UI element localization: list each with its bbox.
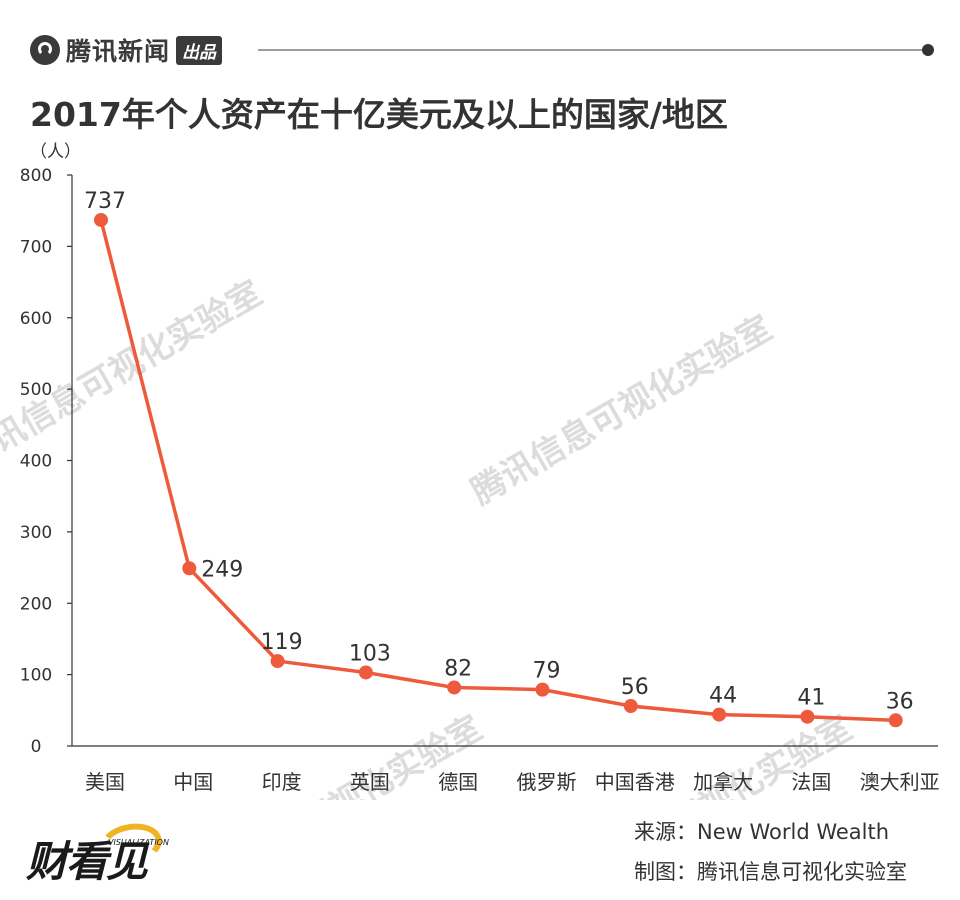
data-value-label: 737	[84, 189, 126, 214]
y-tick-label: 700	[20, 237, 52, 257]
data-value-label: 82	[444, 656, 472, 681]
x-category-label: 澳大利亚	[860, 770, 940, 794]
x-category-label: 法国	[791, 770, 831, 794]
x-category-label: 印度	[262, 770, 302, 794]
y-tick-label: 500	[20, 380, 52, 400]
data-point	[94, 212, 108, 227]
data-point	[182, 561, 197, 576]
x-category-label: 加拿大	[693, 770, 753, 794]
watermarks: 腾讯信息可视化实验室腾讯信息可视化实验室腾讯信息可视化实验室腾讯信息可视化实验室	[0, 273, 859, 800]
footer-brand-tagline: VISUALIZATION	[108, 838, 169, 847]
series-line	[99, 219, 896, 723]
data-value-label: 56	[621, 675, 649, 700]
brand-name: 腾讯新闻	[66, 37, 171, 66]
y-tick-label: 800	[20, 166, 52, 186]
data-point	[447, 680, 462, 695]
data-value-label: 119	[261, 630, 303, 655]
x-axis: 美国 中国 印度 英国 德国 俄罗斯 中国香港 加拿大 法国 澳大利亚	[72, 745, 940, 794]
data-value-label: 41	[797, 686, 825, 711]
line-chart: 腾讯信息可视化实验室腾讯信息可视化实验室腾讯信息可视化实验室腾讯信息可视化实验室…	[0, 166, 940, 800]
data-value-label: 79	[533, 659, 561, 684]
watermark-text: 腾讯信息可视化实验室	[465, 308, 779, 513]
brand-logo: 腾讯新闻 出品	[30, 32, 223, 68]
watermark-text: 腾讯信息可视化实验室	[0, 273, 269, 478]
data-value-label: 103	[349, 641, 391, 666]
header-rule	[258, 49, 922, 51]
data-point	[623, 699, 638, 714]
data-point	[800, 709, 815, 724]
chart-title: 2017年个人资产在十亿美元及以上的国家/地区	[30, 95, 728, 134]
y-tick-label: 300	[20, 523, 52, 543]
y-tick-label: 100	[20, 666, 52, 686]
x-category-label: 英国	[350, 770, 390, 794]
tencent-news-icon	[30, 35, 60, 65]
data-point	[535, 682, 550, 697]
data-value-label: 249	[201, 557, 243, 582]
header-dot	[922, 44, 934, 56]
y-tick-label: 600	[20, 309, 52, 329]
data-point	[888, 713, 903, 728]
data-value-label: 36	[886, 689, 914, 714]
y-tick-label: 400	[20, 452, 52, 472]
y-axis-unit: （人）	[30, 142, 81, 162]
x-category-label: 美国	[85, 770, 125, 794]
data-value-label: 44	[709, 684, 737, 709]
y-tick-label: 0	[31, 737, 42, 757]
data-labels: 737 249 119 103 82 79 56 44 41 36	[84, 189, 914, 714]
x-category-label: 俄罗斯	[517, 770, 577, 794]
brand-badge: 出品	[176, 35, 223, 65]
x-category-label: 中国	[173, 770, 213, 794]
y-axis: 0 100 200 300 400 500 600 700 800	[20, 166, 73, 757]
x-category-label: 德国	[438, 770, 478, 794]
footer-brand-name: 财看见	[26, 837, 148, 886]
data-point	[358, 665, 373, 680]
data-point	[270, 654, 285, 669]
data-point	[712, 707, 727, 722]
header-bar: 腾讯新闻 出品	[0, 0, 960, 80]
source-note: 来源：New World Wealth	[634, 820, 890, 844]
credit-note: 制图：腾讯信息可视化实验室	[634, 860, 907, 884]
footer-brand: 财看见 VISUALIZATION	[26, 818, 169, 890]
y-tick-label: 200	[20, 594, 52, 614]
x-category-label: 中国香港	[595, 770, 675, 794]
series	[94, 212, 903, 728]
